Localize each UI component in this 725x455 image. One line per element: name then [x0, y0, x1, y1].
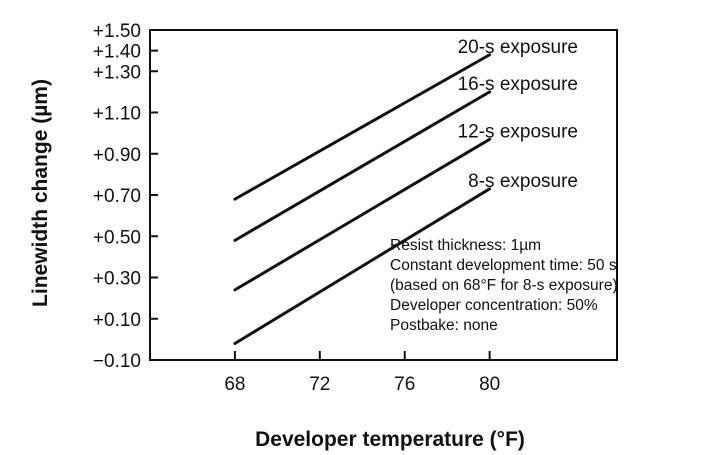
series-line — [233, 90, 492, 242]
y-tick-label: +0.10 — [93, 310, 141, 331]
annotation-line: (based on 68°F for 8-s exposure) — [390, 277, 618, 294]
y-axis-title: Linewidth change (µm) — [29, 79, 52, 307]
y-tick-label: +1.10 — [93, 104, 141, 125]
x-tick-label: 72 — [309, 374, 330, 395]
series-label: 12-s exposure — [458, 121, 578, 142]
annotation-line: Resist thickness: 1µm — [390, 237, 541, 254]
annotation-line: Developer concentration: 50% — [390, 297, 598, 314]
series-label: 16-s exposure — [458, 74, 578, 95]
x-tick-label: 76 — [394, 374, 415, 395]
annotation-line: Postbake: none — [390, 317, 498, 334]
x-tick-label: 68 — [224, 374, 245, 395]
y-tick-label: +0.30 — [93, 269, 141, 290]
x-tick-label: 80 — [479, 374, 500, 395]
y-tick-label: +1.40 — [93, 42, 141, 63]
y-tick-label: +1.30 — [93, 62, 141, 83]
y-tick-label: +0.90 — [93, 145, 141, 166]
series-label: 8-s exposure — [468, 171, 578, 192]
y-tick-label: +1.50 — [93, 21, 141, 42]
y-tick-label: +0.70 — [93, 186, 141, 207]
series-line — [233, 187, 492, 345]
annotation-line: Constant development time: 50 s — [390, 257, 617, 274]
series-line — [233, 137, 492, 292]
x-axis-title: Developer temperature (°F) — [255, 428, 525, 451]
series-label: 20-s exposure — [458, 37, 578, 58]
series-line — [233, 53, 492, 201]
y-tick-label: +0.50 — [93, 227, 141, 248]
y-tick-label: −0.10 — [93, 351, 141, 372]
